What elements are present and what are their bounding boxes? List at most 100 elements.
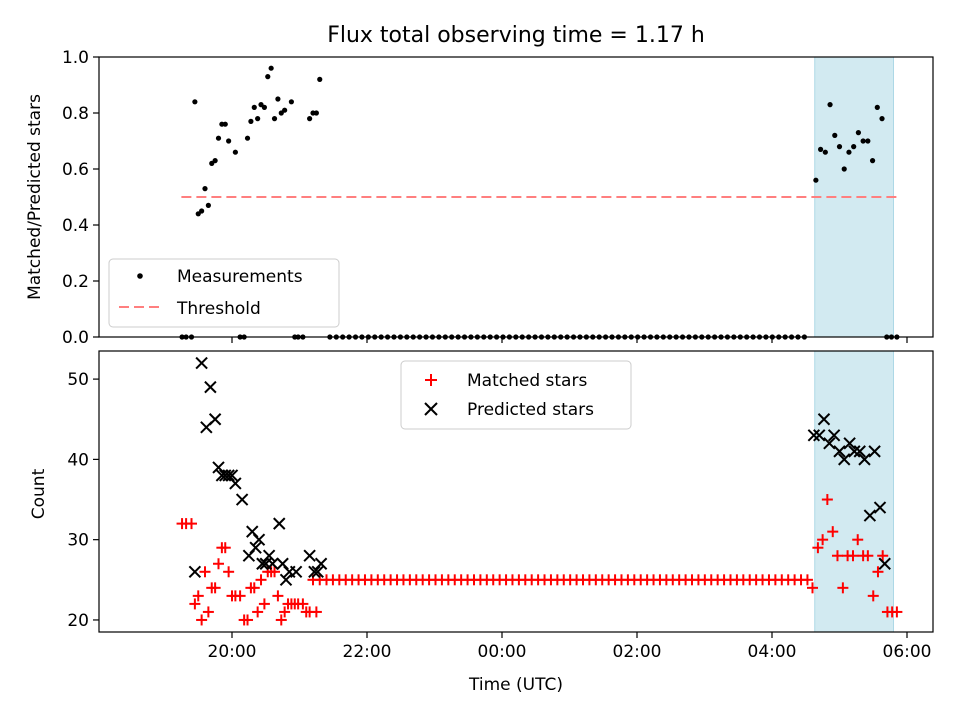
matched-point [891,606,903,618]
matched-point [862,550,874,562]
matched-point [867,590,879,602]
top-ytick-label: 0.8 [62,104,89,124]
bottom-ytick-label: 40 [67,450,89,470]
matched-point [831,550,843,562]
measurement-point [222,121,228,127]
measurement-point [879,116,885,122]
predicted-point [868,445,881,458]
matched-point [252,606,264,618]
matched-point [852,534,864,546]
matched-point [821,494,833,506]
matched-point [801,574,813,586]
matched-point [192,590,204,602]
top-legend: Measurements Threshold [108,258,340,328]
measurement-point [846,149,852,155]
measurement-point [244,135,251,141]
measurement-point [832,132,838,138]
matched-point [189,598,201,610]
predicted-point [807,429,821,442]
measurement-point [275,96,281,102]
matched-point [275,614,287,626]
matched-point [827,526,839,538]
measurement-point [215,135,222,141]
predicted-point [252,533,266,546]
measurement-point [282,107,288,113]
predicted-point [266,557,279,570]
predicted-point [843,437,856,450]
top-ytick-label: 0.0 [62,328,89,348]
matched-point [209,582,221,594]
measurement-point [255,116,261,122]
predicted-point [235,493,249,506]
bottom-xtick-label: 04:00 [748,642,797,662]
predicted-point [208,413,222,426]
predicted-point [878,557,891,570]
measurement-point [317,76,323,82]
bottom-xtick-label: 02:00 [613,642,662,662]
measurement-point [307,116,313,122]
predicted-point [204,380,217,394]
measurement-point [855,130,862,136]
matched-point [199,566,211,578]
bottom-xtick-label: 20:00 [208,642,257,662]
top-ytick-label: 0.6 [62,160,89,180]
bottom-xtick-label: 06:00 [883,642,932,662]
measurement-point [261,104,267,110]
matched-point [255,574,267,586]
legend-matched-label: Matched stars [467,371,587,391]
matched-point [847,550,859,562]
legend-measurement-marker [137,273,143,279]
predicted-point [225,469,239,482]
legend-matched-marker [425,374,437,386]
top-ytick-label: 1.0 [62,48,89,68]
matched-point [837,582,849,594]
predicted-point [262,549,276,562]
measurement-point [271,116,278,122]
predicted-point [229,477,242,490]
measurement-point [232,149,238,155]
bottom-xtick-label: 22:00 [343,642,392,662]
measurement-point [822,149,828,155]
bottom-xlabel: Time (UTC) [468,675,563,695]
legend-predicted-marker [424,402,438,416]
predicted-point [813,429,826,442]
predicted-point [853,445,866,458]
bottom-axes-frame [98,350,934,633]
matched-point [202,606,214,618]
measurement-point [199,208,205,214]
predicted-point [195,356,208,370]
bottom-ytick-label: 50 [67,370,89,390]
top-panel: 0.0 0.2 0.4 0.6 0.8 1.0 Matched/Predicted sta… [25,48,934,348]
bottom-legend: Matched stars Predicted stars [400,360,632,430]
measurement-point [827,102,833,108]
matched-point [248,582,260,594]
legend-predicted-label: Predicted stars [467,400,594,420]
matched-point [258,598,270,610]
matched-point [219,542,231,554]
matched-point [807,582,818,594]
chart-title: Flux total observing time = 1.17 h [327,23,705,48]
predicted-point [817,413,831,426]
top-ytick-label: 0.4 [62,216,89,236]
matched-point [242,614,254,626]
measurement-point [265,74,271,80]
matched-point [272,590,284,602]
bottom-xtick-label: 00:00 [478,642,527,662]
measurement-point [874,104,880,110]
predicted-point [279,573,293,587]
predicted-point [273,517,286,530]
matched-point [812,542,824,554]
predicted-point [838,453,851,466]
measurement-point [226,138,232,144]
top-ylabel: Matched/Predicted stars [25,94,45,300]
measurement-point [192,99,198,105]
predicted-point [827,429,841,442]
measurement-point [851,144,857,150]
measurement-point [212,158,218,164]
matched-point [234,590,246,602]
bottom-ytick-label: 30 [67,531,89,551]
predicted-point [249,541,262,554]
legend-threshold-label: Threshold [176,299,261,319]
